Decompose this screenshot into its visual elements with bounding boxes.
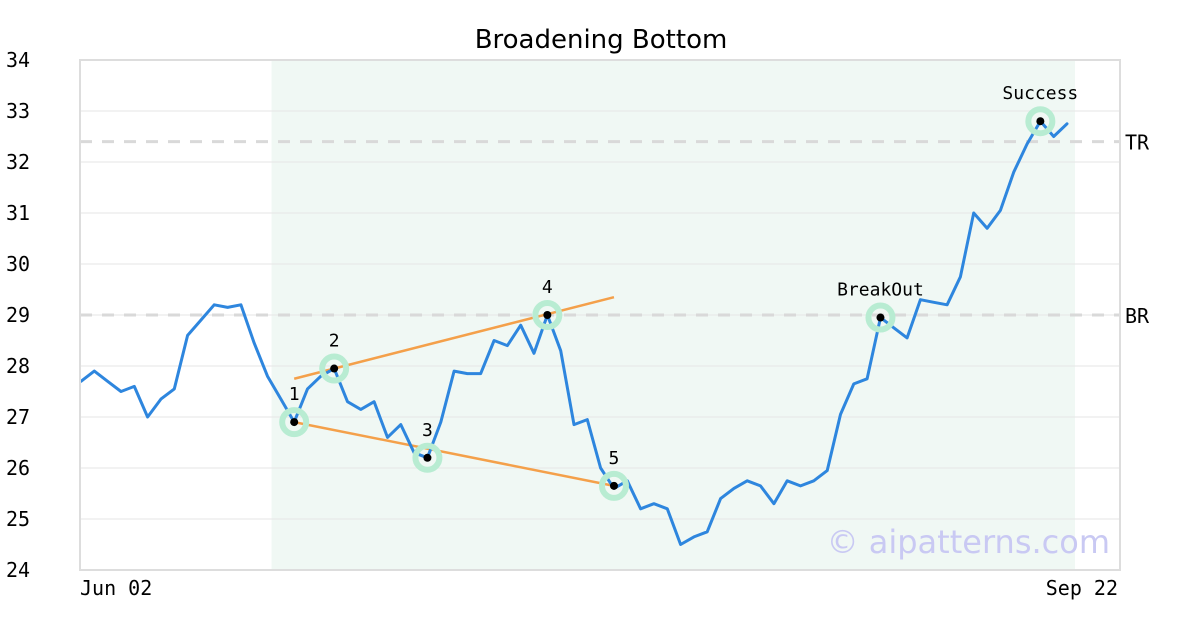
watermark: © aipatterns.com [827,523,1110,561]
y-tick-label: 29 [6,303,30,327]
y-tick-label: 31 [6,201,30,225]
point-label: 2 [329,331,340,352]
point-label: 3 [422,420,433,441]
point-label: BreakOut [837,280,924,301]
series-line [79,119,1069,546]
price-series [79,119,1069,546]
point-marker [423,453,432,462]
point-halo [865,302,896,333]
point-halo [412,442,443,473]
y-tick-label: 28 [6,354,30,378]
point-halo [532,300,563,330]
plot-frame [79,59,1121,571]
point-label: Success [1002,83,1078,104]
y-tick-label: 26 [6,456,30,480]
point-marker [609,481,618,490]
y-tick-label: 27 [6,405,30,429]
x-tick-label: Jun 02 [80,576,152,600]
point-label: 5 [609,448,620,469]
x-axis-ticks: Jun 02 Sep 22 [80,576,1118,600]
point-halo [598,470,629,501]
point-marker [543,311,552,319]
point-label: 4 [542,277,553,298]
level-label-tr: TR [1125,131,1150,155]
point-label: 1 [289,384,300,405]
y-tick-label: 30 [6,252,30,276]
y-tick-label: 33 [6,99,30,123]
y-tick-label: 25 [6,507,30,531]
point-halo [319,353,350,384]
point-marker [330,364,339,373]
y-tick-label: 24 [6,558,30,582]
point-halo [279,407,310,438]
trend-line [293,420,615,488]
y-axis-ticks: 24 25 26 27 28 29 30 31 32 33 34 [6,48,30,582]
horizontal-levels: TR BR [80,131,1150,328]
point-marker [290,418,299,427]
y-tick-label: 32 [6,150,30,174]
chart-title: Broadening Bottom [475,25,728,55]
point-halo [1025,106,1056,137]
pattern-points: 1 2 3 4 5 BreakOut Success [279,83,1078,501]
level-label-br: BR [1125,304,1150,328]
point-marker [1036,117,1045,126]
y-tick-label: 34 [6,48,30,72]
x-tick-label: Sep 22 [1046,576,1118,600]
point-marker [876,313,885,322]
